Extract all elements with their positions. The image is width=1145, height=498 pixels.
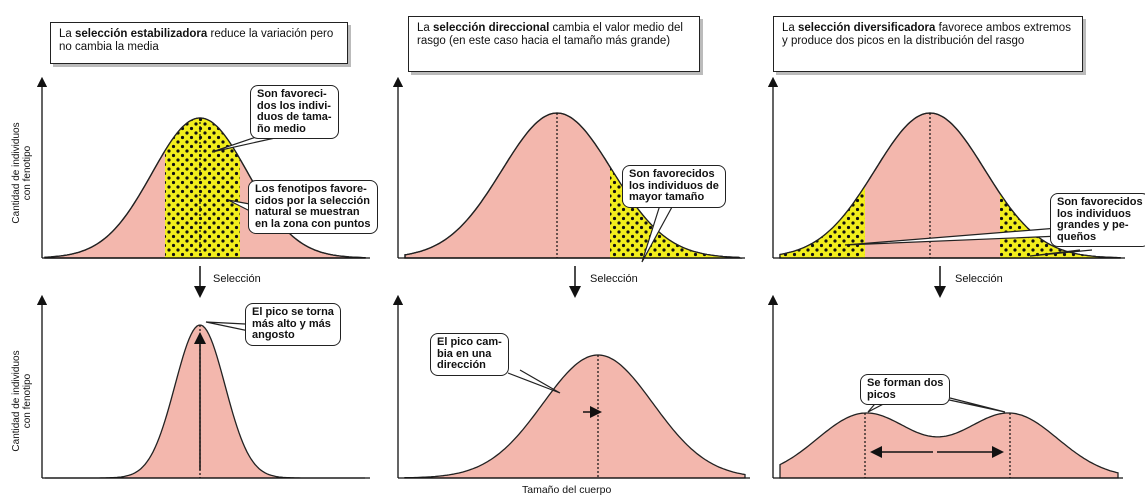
header-text: favorece ambos extremos y produce dos pi… — [782, 22, 1071, 47]
header-box: La selección diversificadora favorece am… — [773, 16, 1083, 72]
header-bold: selección estabilizadora — [75, 28, 208, 40]
callout-pointer — [844, 227, 1061, 246]
callout-line: Cantidad de individuos — [11, 350, 22, 452]
callout-line: con fenotipo — [22, 145, 33, 201]
selection-label: Selección — [213, 273, 261, 285]
callout-line: ño medio — [257, 122, 306, 135]
header-text: La — [782, 22, 798, 34]
callout-line: dirección — [437, 359, 486, 371]
callout-line: Cantidad de individuos — [11, 122, 22, 224]
callout-line: dos los indivi- — [257, 99, 331, 112]
callout-line: picos — [867, 388, 896, 401]
callout-pointer — [211, 134, 276, 153]
callout-pointer — [939, 397, 1006, 413]
header-text: reduce la variación pero no cambia la me… — [59, 28, 334, 53]
callout-pointer — [1029, 249, 1093, 257]
callout-line: Se forman dos — [867, 377, 944, 389]
header-bold: selección direccional — [433, 22, 550, 34]
callout-line: Son favorecidos — [1057, 196, 1143, 208]
y-axis-label: Cantidad de individuos con fenotipo — [11, 103, 33, 243]
callout: El pico cam-bia en una dirección — [430, 333, 509, 376]
callout: Son favorecidos los individuos grandes y p… — [1050, 193, 1145, 247]
callout-pointer — [507, 369, 561, 394]
callout-line: El pico se torna — [252, 306, 334, 318]
callout-line: angosto — [252, 329, 295, 341]
callout-line: en la zona con puntos — [255, 217, 371, 230]
favored-zone — [780, 113, 865, 258]
distribution-outline — [44, 117, 366, 259]
callout-line: El pico cam- — [437, 336, 502, 348]
header-bold: selección diversificadora — [798, 22, 936, 34]
callout-line: Son favoreci- — [257, 88, 327, 100]
callout: Se forman dos picos — [860, 374, 951, 405]
callout-line: cidos por la selección — [255, 194, 370, 207]
header-box: La selección direccional cambia el valor… — [408, 16, 700, 72]
distribution — [45, 324, 365, 479]
callout-line: natural se muestran — [255, 206, 360, 218]
distribution — [404, 354, 746, 479]
callout-line: con fenotipo — [22, 373, 33, 429]
y-axis-label: Cantidad de individuos con fenotipo — [11, 331, 33, 471]
favored-zone — [165, 118, 240, 258]
callout: El pico se torna más alto y más angosto — [245, 303, 341, 346]
distribution-outline — [404, 112, 743, 259]
header-text: La — [59, 28, 75, 40]
distribution — [779, 412, 1119, 479]
callout-line: mayor tamaño — [629, 191, 705, 203]
header-box: La selección estabilizadora reduce la va… — [50, 22, 348, 64]
callout: Son favoreci-dos los indivi-duos de tama… — [250, 85, 339, 139]
selection-label: Selección — [590, 273, 638, 285]
callout-line: bia en una — [437, 347, 492, 360]
callout-line: grandes y pe- — [1057, 219, 1129, 231]
callout-line: los individuos de — [629, 179, 719, 192]
callout-line: Los fenotipos favore- — [255, 183, 367, 195]
x-axis-label: Tamaño del cuerpo — [522, 484, 612, 496]
header-text: cambia el valor medio del rasgo (en este… — [417, 22, 683, 47]
callout-line: duos de tama- — [257, 111, 332, 123]
callout: Los fenotipos favore-cidos por la selecc… — [248, 180, 378, 234]
callout-pointer — [641, 204, 673, 263]
callout-line: queños — [1057, 230, 1097, 243]
callout: Son favorecidos los individuos de mayor ta… — [622, 165, 726, 208]
selection-label: Selección — [955, 273, 1003, 285]
callout-line: más alto y más — [252, 317, 331, 330]
header-text: La — [417, 22, 433, 34]
callout-line: Son favorecidos — [629, 168, 715, 180]
callout-line: los individuos — [1057, 207, 1131, 220]
